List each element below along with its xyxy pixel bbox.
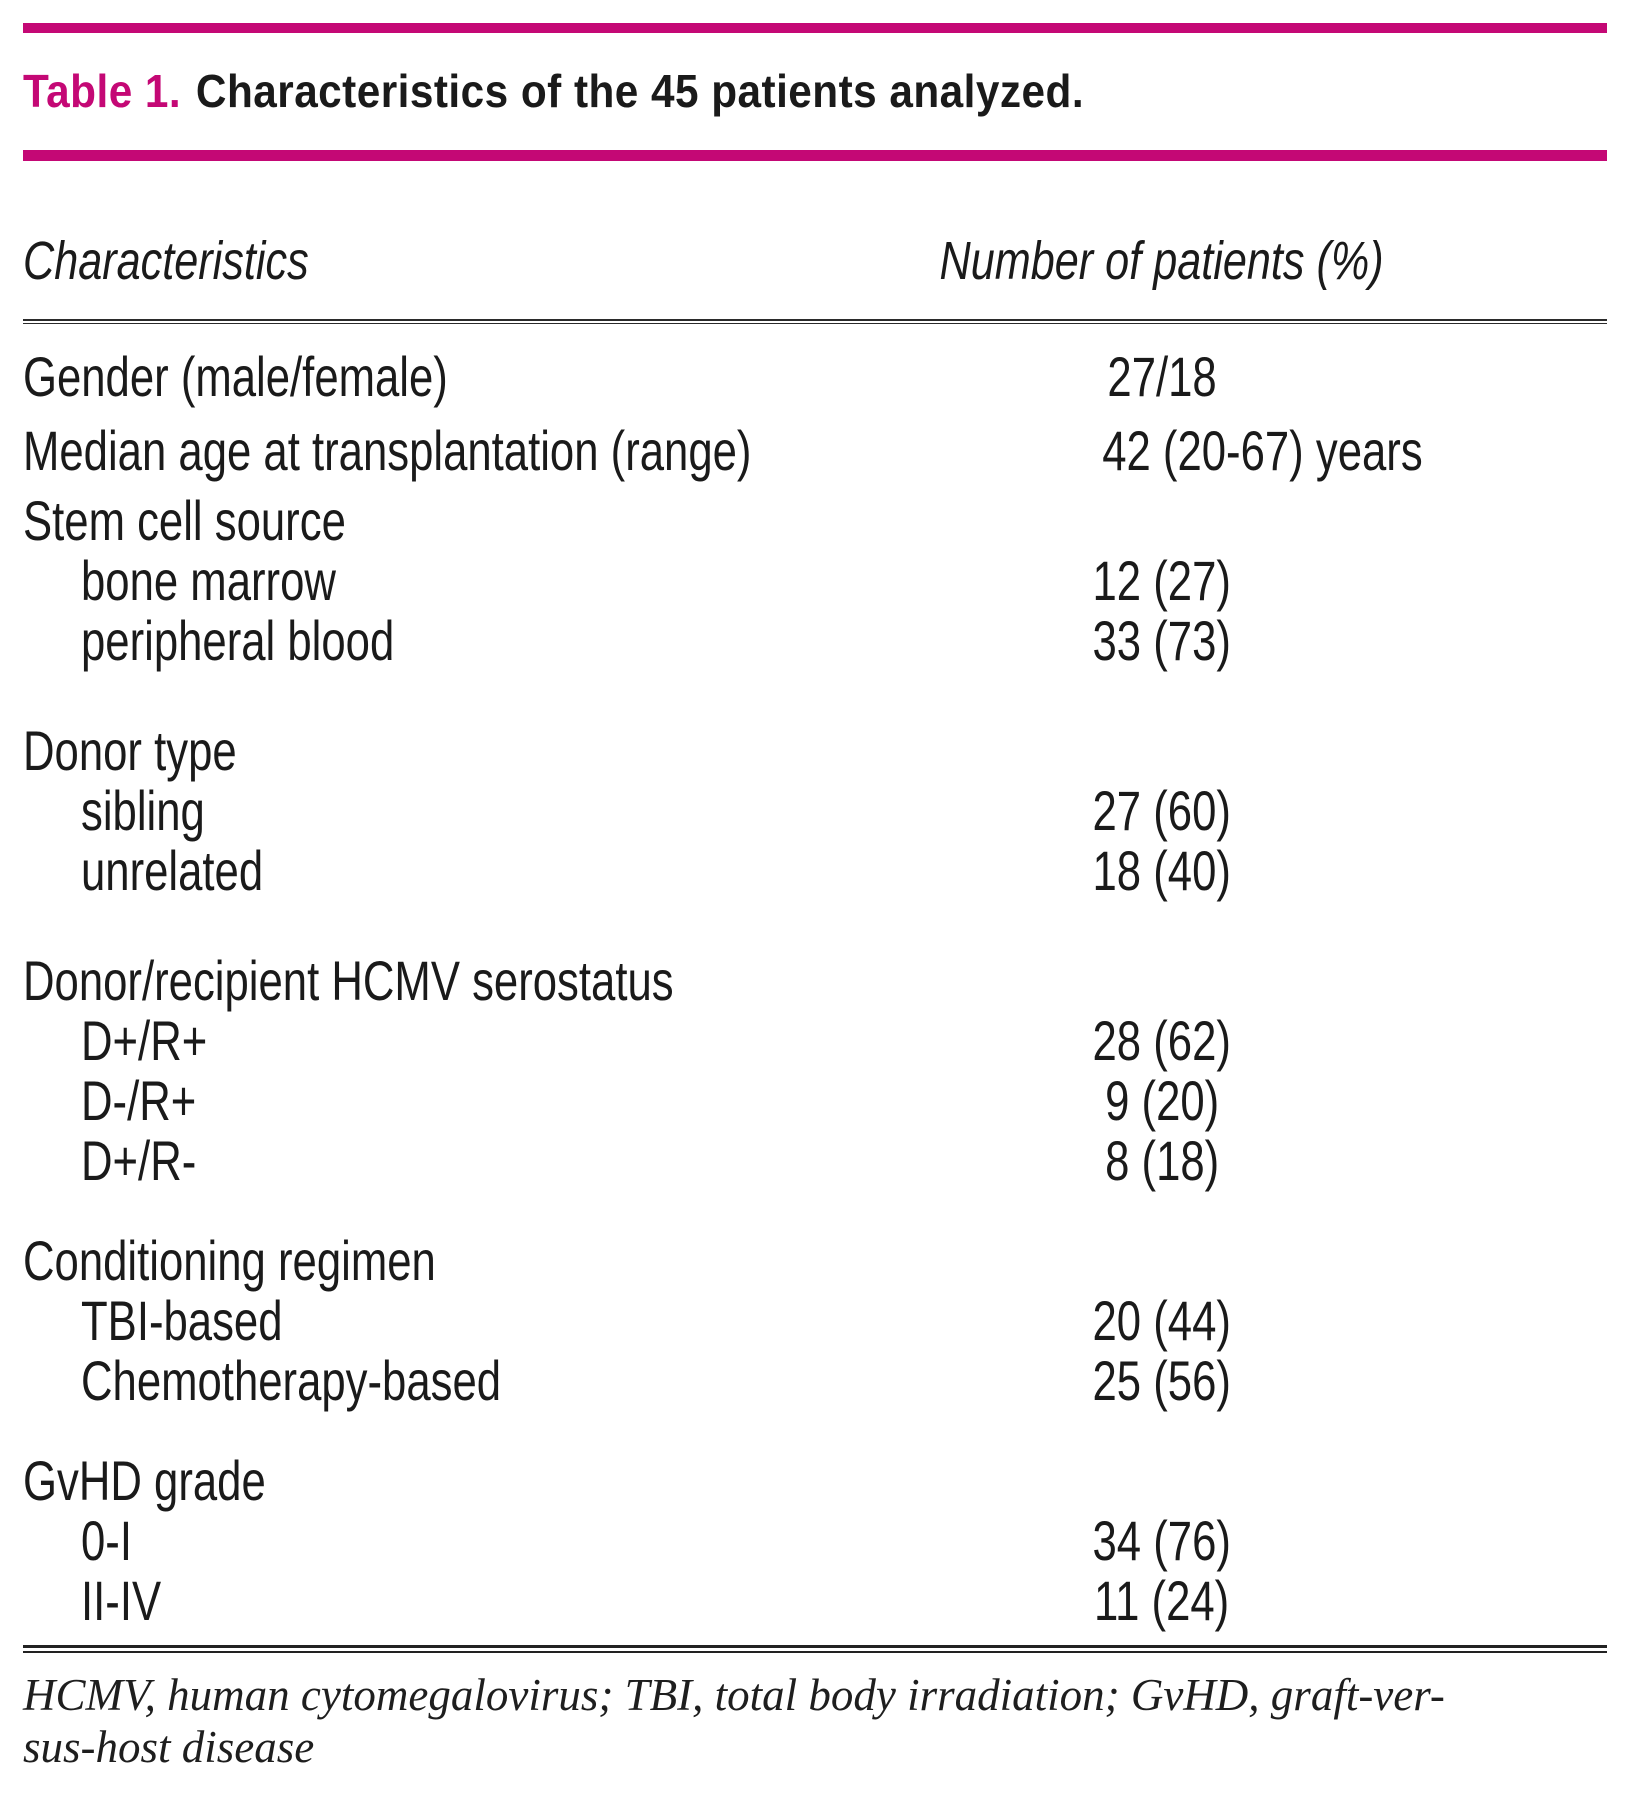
row-value: 8 (18) [1104,1129,1220,1192]
column-header-patients: Number of patients (%) [939,231,1385,291]
table-row: TBI-based 20 (44) [23,1291,1607,1351]
row-value: 27/18 [1107,345,1217,408]
column-headers: Characteristics Number of patients (%) [23,231,1607,291]
table-row: D-/R+ 9 (20) [23,1071,1607,1131]
table-row: bone marrow 12 (27) [23,551,1607,611]
row-label: D-/R+ [81,1069,197,1132]
row-label: Donor type [23,719,237,782]
row-label: II-IV [81,1569,162,1632]
row-label: Gender (male/female) [23,345,448,408]
row-label: unrelated [81,839,264,902]
table-row: peripheral blood 33 (73) [23,611,1607,671]
column-header-characteristics: Characteristics [23,231,309,291]
row-value: 9 (20) [1104,1069,1220,1132]
row-value: 11 (24) [1094,1569,1230,1632]
row-label: TBI-based [81,1289,283,1352]
top-rule [23,23,1607,33]
row-value: 33 (73) [1092,609,1232,672]
table-row: Median age at transplantation (range) 42… [23,421,1607,481]
table-row: GvHD grade [23,1451,1607,1511]
table-row: unrelated 18 (40) [23,841,1607,901]
table-figure: Table 1. Characteristics of the 45 patien… [23,0,1607,1773]
row-value: 20 (44) [1092,1289,1232,1352]
row-label: peripheral blood [81,609,395,672]
table-caption-text: Characteristics of the 45 patients analy… [195,65,1085,117]
row-value: 34 (76) [1092,1509,1232,1572]
row-label: Stem cell source [23,489,346,552]
table-row: Donor/recipient HCMV serostatus [23,951,1607,1011]
row-value: 42 (20-67) years [1101,419,1423,482]
table-row: II-IV 11 (24) [23,1571,1607,1631]
footnote-line: sus-host disease [23,1722,315,1772]
header-rule [23,319,1607,324]
row-value: 27 (60) [1092,779,1232,842]
title-rule [23,150,1607,161]
row-label: GvHD grade [23,1449,266,1512]
table-row: D+/R+ 28 (62) [23,1011,1607,1071]
footnote-line: HCMV, human cytomegalovirus; TBI, total … [23,1670,1445,1720]
table-row: D+/R- 8 (18) [23,1131,1607,1191]
table-title: Table 1. Characteristics of the 45 patien… [23,61,1607,121]
row-label: sibling [81,779,205,842]
row-label: Conditioning regimen [23,1229,436,1292]
row-label: D+/R- [81,1129,197,1192]
table-row: Gender (male/female) 27/18 [23,347,1607,407]
row-value: 25 (56) [1092,1349,1232,1412]
row-label: 0-I [81,1509,132,1572]
footnote: HCMV, human cytomegalovirus; TBI, total … [23,1669,1607,1773]
table-caption-number: Table 1. [23,65,182,117]
table-body: Gender (male/female) 27/18 Median age at… [23,347,1607,1631]
row-value: 18 (40) [1092,839,1232,902]
table-row: sibling 27 (60) [23,781,1607,841]
bottom-rule [23,1645,1607,1653]
table-row: 0-I 34 (76) [23,1511,1607,1571]
row-value: 28 (62) [1092,1009,1232,1072]
table-row: Stem cell source [23,491,1607,551]
row-label: Donor/recipient HCMV serostatus [23,949,674,1012]
row-value: 12 (27) [1092,549,1232,612]
row-label: bone marrow [81,549,336,612]
row-label: Chemotherapy-based [81,1349,502,1412]
table-row: Conditioning regimen [23,1231,1607,1291]
table-row: Chemotherapy-based 25 (56) [23,1351,1607,1411]
row-label: D+/R+ [81,1009,208,1072]
table-row: Donor type [23,721,1607,781]
row-label: Median age at transplantation (range) [23,419,752,482]
